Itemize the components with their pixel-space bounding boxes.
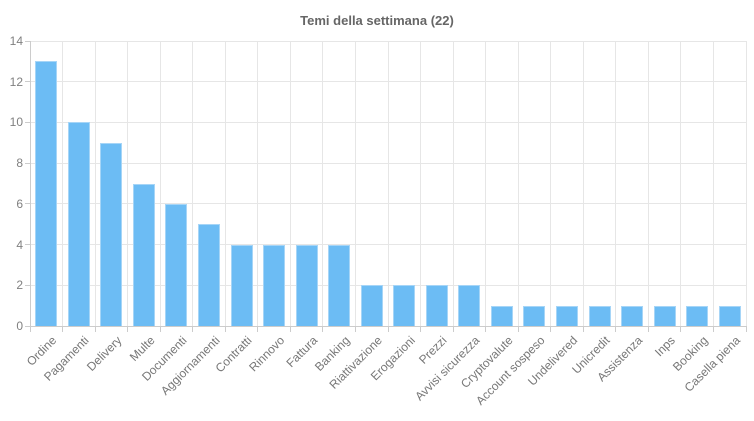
y-axis-label: 12 (9, 74, 23, 89)
x-gridline (517, 41, 519, 326)
bar[interactable] (588, 305, 611, 326)
bar[interactable] (686, 305, 709, 326)
x-axis-tick (159, 326, 161, 332)
x-gridline (29, 41, 31, 326)
x-gridline (289, 41, 291, 326)
x-axis-tick (257, 326, 259, 332)
x-axis-tick (387, 326, 389, 332)
bar[interactable] (490, 305, 513, 326)
bar[interactable] (523, 305, 546, 326)
y-axis-label: 4 (16, 237, 23, 252)
y-axis-tick (25, 40, 30, 42)
y-axis-tick (25, 121, 30, 123)
x-axis-tick (517, 326, 519, 332)
x-axis-tick (322, 326, 324, 332)
x-axis-tick (615, 326, 617, 332)
x-axis-label: Inps (651, 333, 678, 360)
x-gridline (387, 41, 389, 326)
y-axis-tick (25, 162, 30, 164)
x-axis-tick (224, 326, 226, 332)
x-gridline (582, 41, 584, 326)
x-axis-label: Delivery (84, 333, 125, 374)
bar[interactable] (458, 285, 481, 326)
x-axis-tick (192, 326, 194, 332)
x-gridline (159, 41, 161, 326)
y-axis-tick (25, 81, 30, 83)
x-gridline (62, 41, 64, 326)
x-gridline (192, 41, 194, 326)
x-axis-tick (127, 326, 129, 332)
x-axis-tick (420, 326, 422, 332)
y-axis-label: 8 (16, 156, 23, 171)
x-gridline (550, 41, 552, 326)
bar[interactable] (35, 61, 58, 326)
bar[interactable] (556, 305, 578, 326)
y-axis-tick (25, 325, 30, 327)
x-axis-tick (485, 326, 487, 332)
x-axis-tick (354, 326, 356, 332)
chart-title: Temi della settimana (22) (300, 13, 454, 28)
x-gridline (745, 41, 747, 326)
x-gridline (127, 41, 129, 326)
bar[interactable] (295, 244, 318, 326)
x-gridline (485, 41, 487, 326)
bar[interactable] (230, 244, 253, 326)
x-gridline (647, 41, 649, 326)
x-gridline (354, 41, 356, 326)
x-axis-tick (647, 326, 649, 332)
x-axis-tick (680, 326, 682, 332)
bar[interactable] (360, 285, 383, 326)
y-axis-label: 2 (16, 278, 23, 293)
y-axis-label: 10 (9, 115, 23, 130)
x-gridline (224, 41, 226, 326)
x-axis-tick (582, 326, 584, 332)
x-gridline (322, 41, 324, 326)
bar[interactable] (393, 285, 416, 326)
bar[interactable] (198, 224, 220, 326)
x-axis-tick (29, 326, 31, 332)
x-axis-tick (452, 326, 454, 332)
bar[interactable] (132, 183, 155, 326)
bar[interactable] (67, 122, 90, 326)
y-axis-tick (25, 203, 30, 205)
x-gridline (257, 41, 259, 326)
x-gridline (712, 41, 714, 326)
x-gridline (680, 41, 682, 326)
bar[interactable] (328, 244, 351, 326)
x-gridline (615, 41, 617, 326)
x-gridline (452, 41, 454, 326)
bar[interactable] (263, 244, 286, 326)
bar[interactable] (100, 142, 123, 326)
y-axis-tick (25, 244, 30, 246)
x-axis-tick (94, 326, 96, 332)
x-axis-baseline (30, 325, 746, 327)
x-axis-tick (62, 326, 64, 332)
bar[interactable] (165, 203, 188, 326)
bar[interactable] (621, 305, 644, 326)
x-axis-tick (712, 326, 714, 332)
y-axis-label: 0 (16, 319, 23, 333)
x-axis-tick (550, 326, 552, 332)
x-axis-tick (745, 326, 747, 332)
x-gridline (94, 41, 96, 326)
x-gridline (420, 41, 422, 326)
y-axis-label: 14 (9, 34, 23, 48)
y-axis-tick (25, 284, 30, 286)
x-axis-label: Rinnovo (246, 333, 288, 375)
bar[interactable] (653, 305, 676, 326)
bar[interactable] (718, 305, 741, 326)
x-axis-tick (289, 326, 291, 332)
y-axis-label: 6 (16, 196, 23, 211)
bar[interactable] (425, 285, 448, 326)
